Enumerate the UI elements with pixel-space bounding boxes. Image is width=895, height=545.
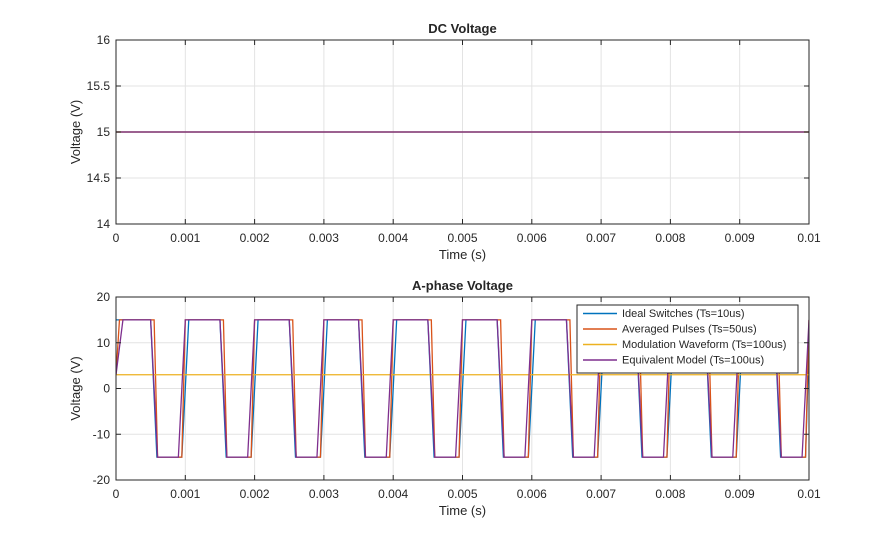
chart2-y-label: Voltage (V) [68, 356, 83, 420]
chart1-axes: 0 0.001 0.002 0.003 0.004 0.005 0.006 0.007 0.00… [68, 21, 821, 262]
chart1-title: DC Voltage [428, 21, 496, 36]
chart2-legend: Ideal Switches (Ts=10us) Averaged Pulses … [576, 304, 799, 374]
chart2-axes: 0 0.001 0.002 0.003 0.004 0.005 0.006 0.007 0.00… [68, 278, 821, 518]
chart1-x-label: Time (s) [439, 247, 486, 262]
chart2-x-label: Time (s) [439, 503, 486, 518]
chart1-x-tick-label: 0.007 [586, 231, 616, 245]
chart2-x-tick-label: 0.008 [655, 487, 685, 501]
chart1-x-tick-label: 0.002 [240, 231, 270, 245]
chart2-x-tick-label: 0.01 [797, 487, 821, 501]
chart2-legend-box [576, 304, 799, 374]
chart1-y-tick-label: 14 [97, 217, 111, 231]
chart2-x-tick-label: 0.004 [378, 487, 408, 501]
chart2-x-tick-label: 0.001 [170, 487, 200, 501]
chart2-x-tick-label: 0 [113, 487, 120, 501]
chart1-x-tick-label: 0.004 [378, 231, 408, 245]
chart2-y-tick-label: 0 [103, 382, 110, 396]
chart1-x-tick-label: 0.001 [170, 231, 200, 245]
chart1-x-tick-label: 0 [113, 231, 120, 245]
chart2-title: A-phase Voltage [412, 278, 513, 293]
chart1-x-tick-label: 0.009 [725, 231, 755, 245]
chart2-legend-entry-2: Averaged Pulses (Ts=50us) [622, 324, 757, 336]
chart2-legend-entry-4: Equivalent Model (Ts=100us) [622, 355, 764, 367]
chart1-y-tick-label: 15.5 [87, 79, 111, 93]
chart1-x-tick-label: 0.006 [517, 231, 547, 245]
chart1-x-tick-label: 0.005 [447, 231, 477, 245]
chart1-y-tick-label: 15 [97, 125, 111, 139]
chart2-y-tick-label: 20 [97, 290, 111, 304]
chart1-x-tick-label: 0.008 [655, 231, 685, 245]
chart2-legend-entry-1: Ideal Switches (Ts=10us) [622, 308, 745, 320]
chart2-x-tick-label: 0.002 [240, 487, 270, 501]
chart1-y-label: Voltage (V) [68, 100, 83, 164]
chart2-x-tick-label: 0.005 [447, 487, 477, 501]
chart1-y-tick-label: 14.5 [87, 171, 111, 185]
chart2-x-tick-label: 0.003 [309, 487, 339, 501]
chart2-x-tick-label: 0.009 [725, 487, 755, 501]
chart2-x-tick-label: 0.006 [517, 487, 547, 501]
chart2-legend-entry-3: Modulation Waveform (Ts=100us) [622, 339, 786, 351]
chart2-y-tick-label: 10 [97, 336, 111, 350]
chart2-y-tick-label: -10 [93, 427, 111, 441]
chart2-x-tick-label: 0.007 [586, 487, 616, 501]
chart1-x-tick-label: 0.003 [309, 231, 339, 245]
chart1-y-tick-label: 16 [97, 33, 111, 47]
chart2-y-tick-label: -20 [93, 473, 111, 487]
chart1-x-tick-label: 0.01 [797, 231, 821, 245]
